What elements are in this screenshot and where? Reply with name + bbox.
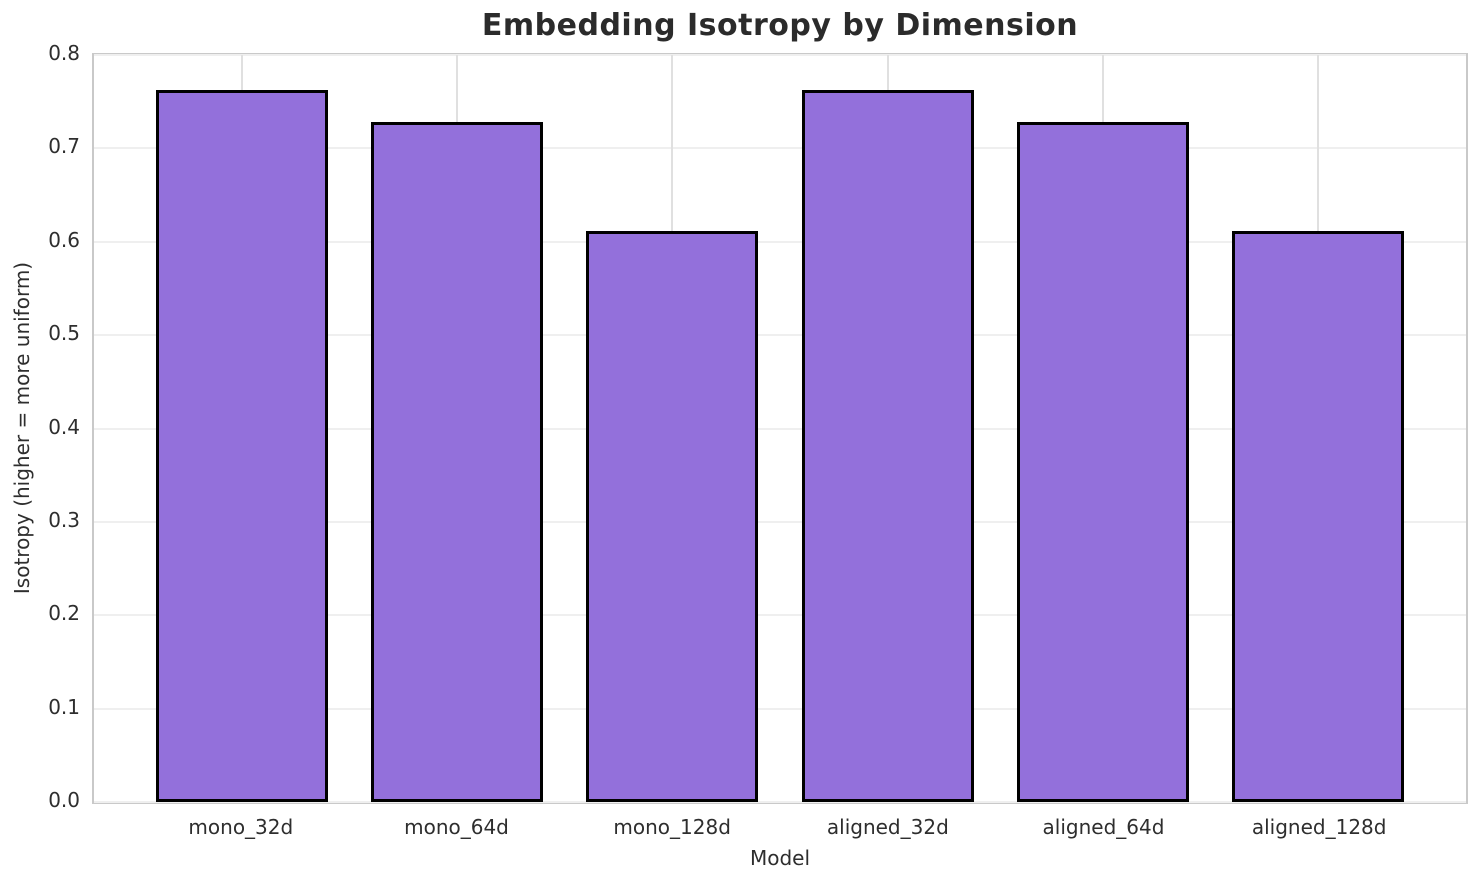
x-tick-label-mono_128d: mono_128d <box>613 815 731 839</box>
y-tick-label: 0.5 <box>48 321 80 346</box>
x-axis-tick-labels: mono_32d mono_64d mono_128d aligned_32d alig… <box>92 814 1468 844</box>
bar-mono_128d <box>586 230 759 802</box>
y-tick-label: 0.3 <box>48 507 80 532</box>
bar-aligned_128d <box>1231 230 1404 802</box>
bar-mono_32d <box>156 89 329 802</box>
x-tick-label-mono_32d: mono_32d <box>188 815 294 839</box>
x-axis-label: Model <box>749 846 811 870</box>
x-tick-label-aligned_32d: aligned_32d <box>826 815 949 839</box>
y-tick-label: 0.8 <box>48 41 80 65</box>
gridline-horizontal <box>94 334 1466 337</box>
plot-area <box>92 53 1468 804</box>
bar-aligned_32d <box>801 89 974 802</box>
y-tick-label: 0.2 <box>48 601 80 626</box>
x-tick-label-aligned_64d: aligned_64d <box>1042 815 1165 839</box>
gridline-horizontal <box>94 520 1466 523</box>
gridline-horizontal <box>94 240 1466 243</box>
bar-aligned_64d <box>1016 122 1189 802</box>
y-tick-label: 0.0 <box>48 788 80 812</box>
y-tick-label: 0.4 <box>48 414 80 439</box>
x-tick-label-aligned_128d: aligned_128d <box>1251 815 1387 839</box>
chart-title: Embedding Isotropy by Dimension <box>481 8 1079 43</box>
bar-mono_64d <box>371 122 544 802</box>
gridline-horizontal <box>94 54 1466 56</box>
y-axis-tick-labels: 0.0 0.1 0.2 0.3 0.4 0.5 0.6 0.7 0.8 <box>0 43 80 810</box>
y-tick-label: 0.7 <box>48 134 80 159</box>
y-tick-label: 0.1 <box>48 694 80 719</box>
x-tick-label-mono_64d: mono_64d <box>404 815 509 839</box>
gridline-horizontal <box>94 801 1466 803</box>
gridline-horizontal <box>94 147 1466 150</box>
gridline-horizontal <box>94 707 1466 710</box>
y-tick-label: 0.6 <box>48 227 80 252</box>
gridline-horizontal <box>94 614 1466 617</box>
gridline-horizontal <box>94 427 1466 430</box>
